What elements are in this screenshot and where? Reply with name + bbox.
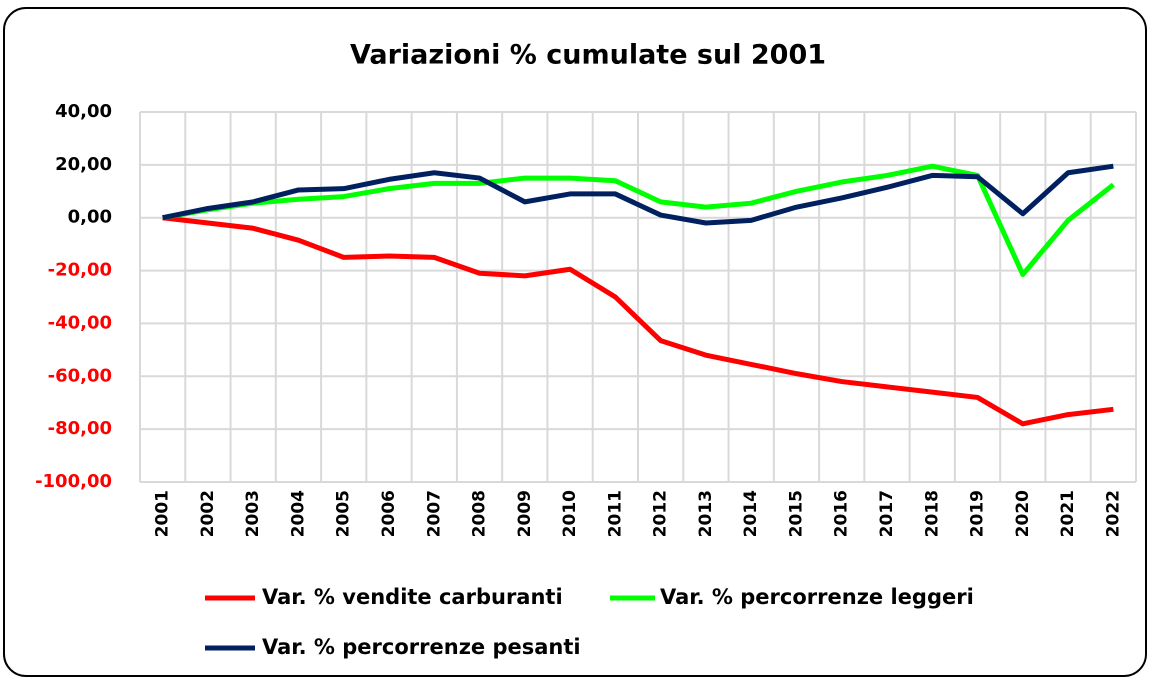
x-tick-label: 2001 [153, 490, 173, 537]
x-tick-label: 2015 [786, 490, 806, 537]
x-tick-label: 2014 [741, 490, 761, 537]
x-tick-label: 2019 [968, 490, 988, 537]
x-tick-label: 2018 [922, 490, 942, 537]
x-tick-label: 2017 [877, 490, 897, 537]
y-tick-label: 40,00 [55, 101, 112, 122]
legend-label: Var. % percorrenze leggeri [660, 585, 974, 609]
x-tick-label: 2008 [470, 490, 490, 537]
x-tick-label: 2004 [288, 490, 308, 537]
x-tick-label: 2005 [334, 490, 354, 537]
chart-title: Variazioni % cumulate sul 2001 [350, 40, 826, 71]
x-tick-label: 2012 [651, 490, 671, 537]
y-tick-label: -80,00 [48, 418, 112, 439]
legend-label: Var. % percorrenze pesanti [262, 635, 581, 659]
x-tick-label: 2011 [605, 490, 625, 537]
series-line [162, 215, 1114, 427]
x-tick-label: 2006 [379, 490, 399, 537]
x-tick-label: 2009 [515, 490, 535, 537]
y-tick-label: -100,00 [35, 471, 112, 492]
x-tick-label: 2020 [1013, 490, 1033, 537]
y-tick-label: 20,00 [55, 154, 112, 175]
chart-frame [3, 7, 1147, 677]
y-tick-label: -60,00 [48, 365, 112, 386]
x-tick-label: 2016 [832, 490, 852, 537]
x-tick-label: 2010 [560, 490, 580, 537]
x-tick-label: 2021 [1058, 490, 1078, 537]
y-tick-label: -40,00 [48, 312, 112, 333]
y-tick-label: -20,00 [48, 260, 112, 281]
x-tick-label: 2013 [696, 490, 716, 537]
series-line [162, 163, 1115, 278]
legend-label: Var. % vendite carburanti [262, 585, 563, 609]
y-tick-label: 0,00 [68, 207, 112, 228]
x-tick-label: 2002 [198, 490, 218, 537]
x-tick-label: 2022 [1103, 490, 1123, 537]
series-line [162, 163, 1114, 226]
x-tick-label: 2007 [424, 490, 444, 537]
x-tick-label: 2003 [243, 490, 263, 537]
